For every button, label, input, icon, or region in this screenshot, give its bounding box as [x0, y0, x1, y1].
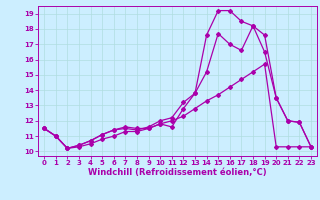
X-axis label: Windchill (Refroidissement éolien,°C): Windchill (Refroidissement éolien,°C): [88, 168, 267, 177]
